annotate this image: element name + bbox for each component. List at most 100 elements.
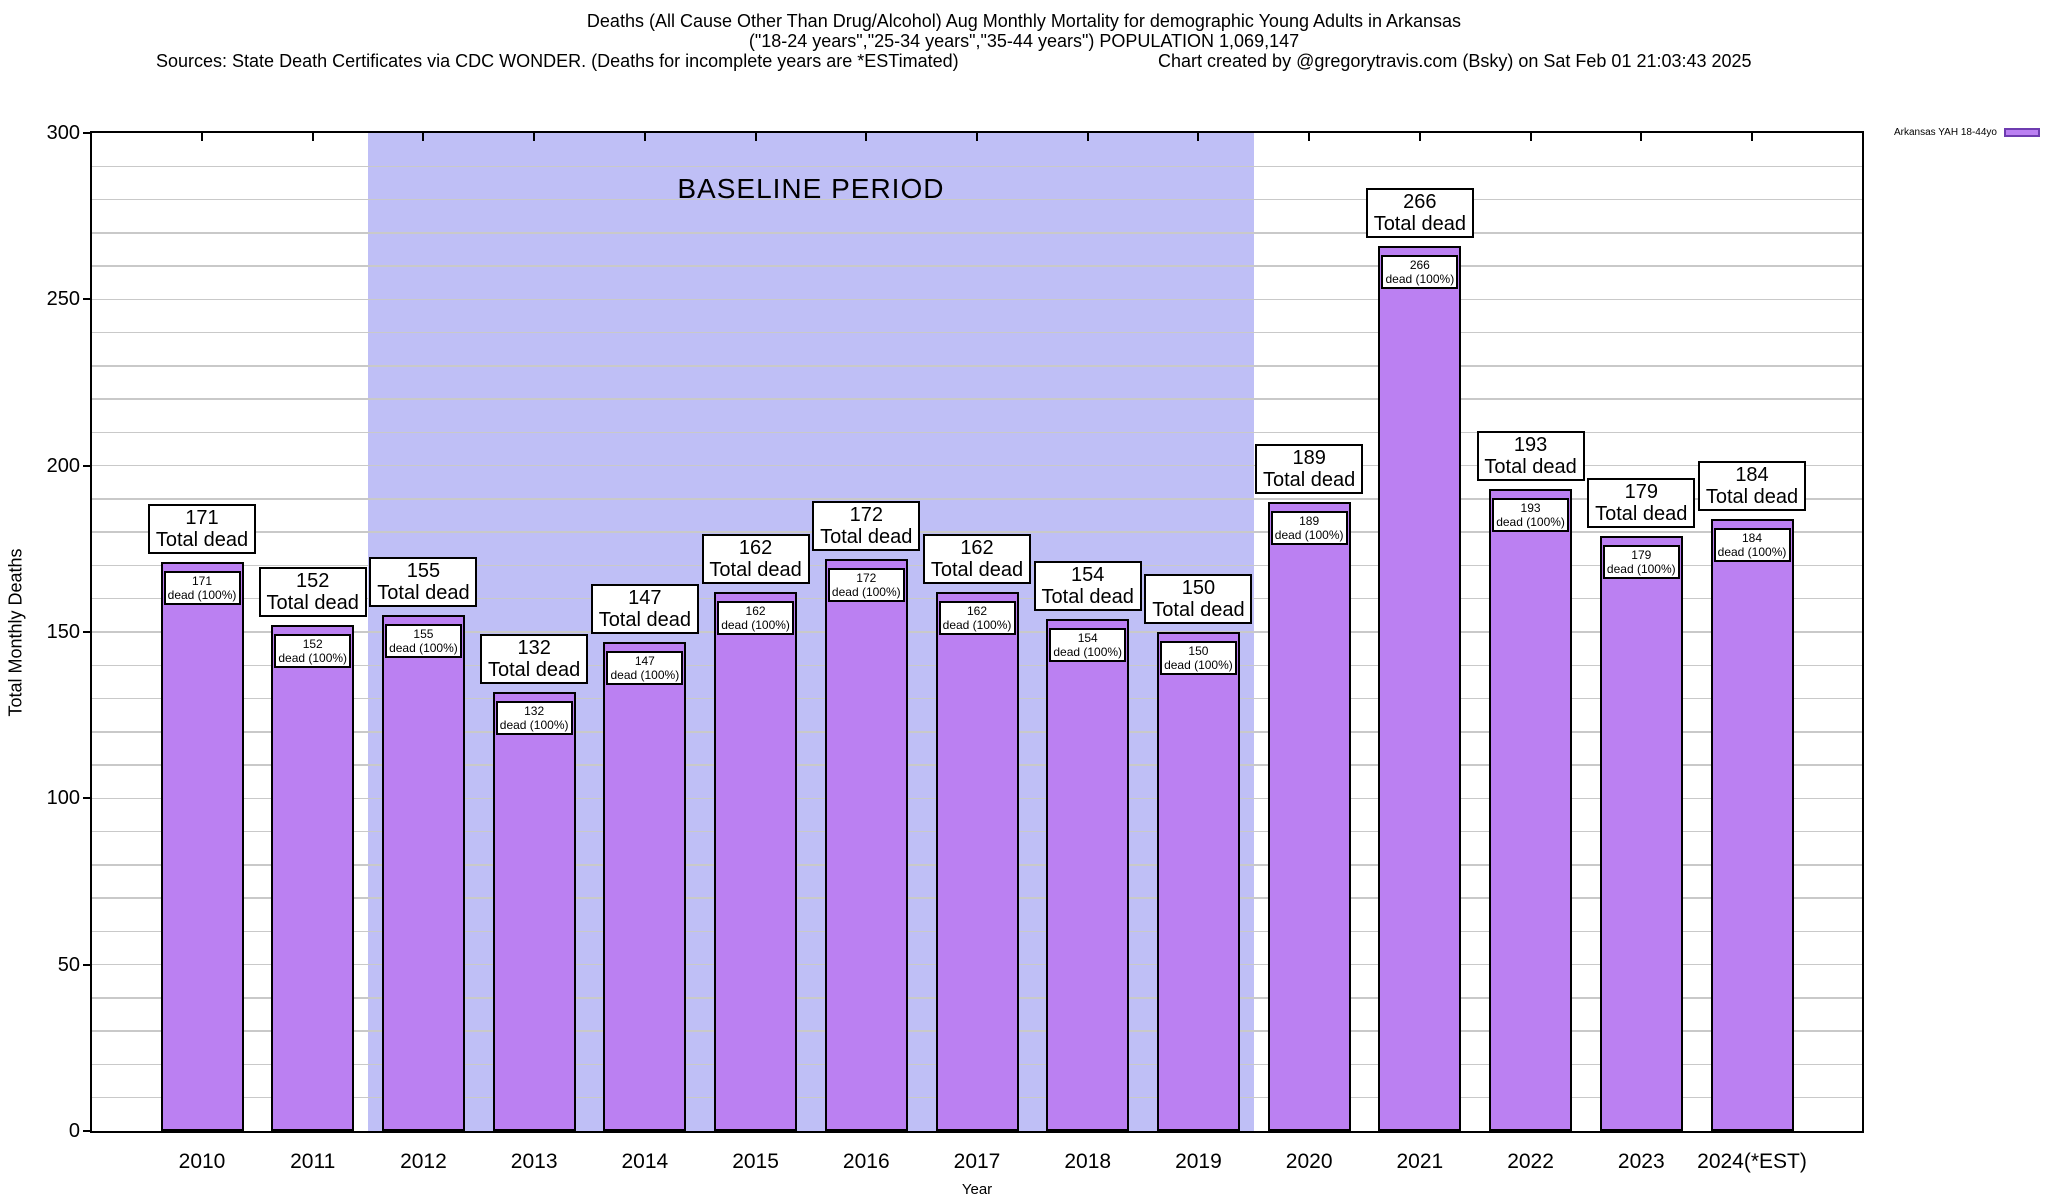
- y-tick-mark: [83, 464, 91, 467]
- bar-2015: 162 dead (100%): [714, 592, 798, 1131]
- bar-inner-label: 132 dead (100%): [495, 700, 573, 735]
- bar-total-caption: Total dead: [1705, 485, 1799, 508]
- bar-inner-caption: dead (100%): [1053, 644, 1123, 659]
- bar-inner-value: 155: [413, 627, 434, 642]
- bar-total-caption: Total dead: [598, 608, 691, 631]
- bar-total-caption: Total dead: [820, 525, 913, 548]
- bar-inner-label: 189 dead (100%): [1270, 511, 1348, 546]
- bar-inner-caption: dead (100%): [831, 584, 901, 599]
- bar-inner-value: 152: [302, 637, 323, 652]
- top-axis-tick: [1197, 133, 1200, 141]
- gridline: [92, 331, 1862, 334]
- bar-inner-caption: dead (100%): [1274, 528, 1344, 543]
- top-axis-tick: [311, 133, 314, 141]
- chart-subtitle: ("18-24 years","25-34 years","35-44 year…: [748, 31, 1300, 51]
- bar-total-label: 189 Total dead: [1255, 444, 1364, 495]
- bar-total-value: 132: [517, 636, 551, 659]
- bar-total-caption: Total dead: [266, 592, 359, 615]
- bar-inner-value: 171: [191, 574, 213, 589]
- bar-inner-label: 147 dead (100%): [606, 650, 684, 685]
- x-tick-label: 2020: [1285, 1150, 1333, 1173]
- bar-inner-caption: dead (100%): [721, 618, 790, 633]
- y-tick-mark: [83, 298, 91, 301]
- bar-inner-value: 193: [1520, 500, 1541, 515]
- bar-total-label: 150 Total dead: [1144, 574, 1253, 624]
- bar-total-caption: Total dead: [155, 529, 249, 552]
- bar-inner-caption: dead (100%): [1606, 561, 1676, 576]
- bar-total-value: 162: [960, 537, 994, 560]
- bar-inner-caption: dead (100%): [278, 651, 348, 666]
- legend: Arkansas YAH 18-44yo: [1894, 127, 2040, 138]
- bar-2010: 171 dead (100%): [160, 562, 244, 1131]
- x-tick-label: 2012: [400, 1150, 447, 1173]
- bar-total-label: 179 Total dead: [1587, 477, 1696, 528]
- y-tick-mark: [83, 963, 91, 966]
- bar-total-value: 193: [1513, 433, 1548, 456]
- x-tick-label: 2016: [842, 1150, 890, 1173]
- bar-inner-label: 162 dead (100%): [938, 601, 1016, 636]
- bar-total-label: 266 Total dead: [1365, 188, 1474, 239]
- bar-total-value: 171: [185, 507, 219, 530]
- bar-total-value: 147: [628, 586, 662, 609]
- bar-total-value: 155: [406, 560, 441, 583]
- bar-inner-value: 150: [1188, 644, 1209, 658]
- bar-total-value: 266: [1403, 191, 1437, 214]
- bar-inner-value: 184: [1741, 530, 1763, 545]
- y-tick-label: 250: [46, 288, 80, 311]
- top-axis-tick: [1308, 133, 1311, 141]
- bar-inner-caption: dead (100%): [610, 667, 680, 682]
- bar-inner-value: 147: [634, 653, 655, 668]
- y-tick-label: 200: [46, 454, 80, 477]
- x-tick-label: 2019: [1175, 1150, 1222, 1173]
- bar-total-caption: Total dead: [1595, 502, 1688, 525]
- baseline-period-label: BASELINE PERIOD: [677, 173, 945, 204]
- bar-inner-label: 172 dead (100%): [827, 567, 905, 602]
- top-axis-tick: [643, 133, 646, 141]
- bar-2011: 152 dead (100%): [271, 625, 355, 1131]
- x-tick-label: 2011: [290, 1150, 336, 1173]
- sources-note: Sources: State Death Certificates via CD…: [156, 51, 959, 71]
- top-axis-tick: [201, 133, 203, 141]
- x-tick-label: 2017: [953, 1150, 1001, 1173]
- bar-2017: 162 dead (100%): [935, 592, 1019, 1131]
- y-tick-mark: [83, 797, 91, 800]
- bar-total-label: 193 Total dead: [1476, 430, 1585, 481]
- bar-total-label: 154 Total dead: [1033, 560, 1142, 611]
- bar-inner-caption: dead (100%): [1385, 272, 1455, 287]
- plot-area: BASELINE PERIOD 171 dead (100%) 171 Total de…: [90, 131, 1864, 1133]
- bar-total-label: 172 Total dead: [812, 500, 921, 551]
- bar-total-caption: Total dead: [1262, 469, 1356, 492]
- x-tick-label: 2018: [1064, 1150, 1112, 1173]
- bar-inner-caption: dead (100%): [167, 588, 237, 603]
- x-tick-label: 2013: [510, 1150, 558, 1173]
- bar-total-caption: Total dead: [930, 559, 1024, 582]
- bar-inner-value: 172: [856, 570, 877, 585]
- bar-2024(*EST): 184 dead (100%): [1710, 518, 1794, 1131]
- bar-total-value: 162: [738, 537, 773, 560]
- top-axis-tick: [1418, 133, 1421, 141]
- bar-inner-caption: dead (100%): [1164, 658, 1233, 672]
- gridline: [92, 531, 1862, 533]
- gridline: [92, 498, 1862, 500]
- bar-inner-label: 154 dead (100%): [1049, 627, 1127, 662]
- y-tick-label: 300: [46, 122, 80, 144]
- gridline: [92, 365, 1862, 367]
- bar-total-caption: Total dead: [1041, 585, 1134, 608]
- bar-total-caption: Total dead: [1152, 599, 1245, 621]
- gridline: [92, 198, 1862, 201]
- gridline: [92, 265, 1862, 267]
- bar-inner-value: 154: [1077, 630, 1098, 645]
- bar-inner-label: 150 dead (100%): [1159, 641, 1237, 675]
- y-tick-label: 50: [57, 953, 80, 976]
- top-axis-tick: [1529, 133, 1532, 141]
- bar-inner-label: 179 dead (100%): [1602, 544, 1680, 579]
- bar-inner-value: 162: [745, 604, 766, 619]
- y-tick-label: 100: [46, 787, 80, 810]
- bar-inner-label: 155 dead (100%): [384, 624, 462, 659]
- bar-2023: 179 dead (100%): [1599, 535, 1683, 1131]
- bar-total-label: 184 Total dead: [1698, 460, 1806, 511]
- y-tick-mark: [83, 631, 91, 633]
- bar-total-caption: Total dead: [377, 582, 470, 605]
- x-tick-label: 2015: [732, 1150, 779, 1173]
